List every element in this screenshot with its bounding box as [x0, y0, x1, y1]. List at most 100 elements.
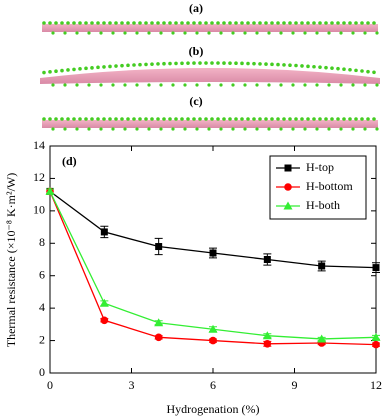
atom: [318, 65, 322, 69]
atom: [123, 127, 127, 131]
atom: [147, 31, 151, 35]
atom: [42, 21, 46, 25]
atom: [252, 61, 256, 66]
atom: [150, 21, 154, 25]
atom: [120, 63, 124, 68]
atom: [78, 117, 82, 121]
atom: [366, 21, 370, 25]
atom: [303, 127, 307, 131]
atom: [339, 83, 343, 87]
panel-label: (c): [189, 94, 202, 108]
atom: [90, 117, 94, 121]
atom: [132, 63, 136, 67]
atom: [288, 117, 292, 121]
marker: [372, 340, 380, 349]
atom: [348, 21, 352, 25]
atom: [264, 117, 268, 121]
atom: [114, 64, 118, 68]
atom: [294, 21, 298, 25]
atom: [135, 127, 139, 131]
atom: [354, 68, 358, 73]
atom: [135, 83, 139, 87]
atom: [144, 21, 148, 25]
legend-label: H-bottom: [306, 179, 353, 193]
atom: [234, 61, 238, 66]
marker: [209, 336, 217, 345]
atom: [258, 62, 262, 66]
atom: [114, 117, 118, 121]
atom: [270, 117, 274, 121]
atom: [234, 117, 238, 121]
atom: [84, 21, 88, 25]
atom: [63, 31, 67, 35]
atom: [342, 117, 346, 121]
atom: [99, 127, 103, 131]
atom: [195, 127, 199, 131]
atom: [216, 117, 220, 121]
atom: [327, 31, 331, 35]
atom: [246, 21, 250, 25]
atom: [306, 117, 310, 121]
atom: [354, 117, 358, 121]
atom: [147, 127, 151, 131]
atom: [210, 117, 214, 121]
atom: [108, 117, 112, 121]
atom: [60, 117, 64, 121]
atom: [138, 21, 142, 25]
atom: [42, 117, 46, 121]
atom: [267, 83, 271, 87]
marker: [372, 264, 380, 272]
y-tick-label: 0: [39, 365, 45, 379]
atom: [252, 117, 256, 121]
atom: [303, 83, 307, 87]
atom: [207, 31, 211, 35]
atom: [240, 21, 244, 25]
atom: [318, 117, 322, 121]
atom: [282, 117, 286, 121]
atom: [306, 21, 310, 25]
y-tick-label: 12: [33, 170, 45, 184]
atom: [90, 21, 94, 25]
atom: [375, 83, 379, 87]
sheet: [40, 68, 380, 84]
atom: [294, 63, 298, 68]
panel-label: (b): [189, 44, 204, 58]
atom: [243, 127, 247, 131]
atom: [126, 21, 130, 25]
atom: [186, 61, 190, 65]
atom: [312, 21, 316, 25]
atom: [186, 21, 190, 25]
marker: [155, 243, 163, 251]
x-tick-label: 6: [210, 378, 216, 392]
atom: [255, 83, 259, 87]
atom: [54, 117, 58, 121]
atom: [339, 127, 343, 131]
marker: [263, 256, 271, 263]
atom: [366, 117, 370, 121]
marker: [371, 332, 381, 341]
atom: [87, 83, 91, 87]
atom: [360, 21, 364, 25]
atom: [72, 117, 76, 121]
atom: [267, 31, 271, 35]
atom: [159, 127, 163, 131]
atom: [54, 69, 58, 74]
atom: [327, 83, 331, 87]
atom: [279, 127, 283, 131]
atom: [282, 63, 286, 67]
atom: [204, 61, 208, 65]
atom: [336, 21, 340, 25]
atom: [156, 62, 160, 66]
atom: [375, 127, 379, 131]
atom: [282, 21, 286, 25]
atom: [216, 21, 220, 25]
atom: [120, 117, 124, 121]
atom: [135, 31, 139, 35]
atom: [240, 117, 244, 121]
atom: [303, 31, 307, 35]
atom: [246, 117, 250, 121]
atom: [264, 21, 268, 25]
atom: [228, 117, 232, 121]
marker: [318, 262, 326, 270]
atom: [198, 21, 202, 25]
